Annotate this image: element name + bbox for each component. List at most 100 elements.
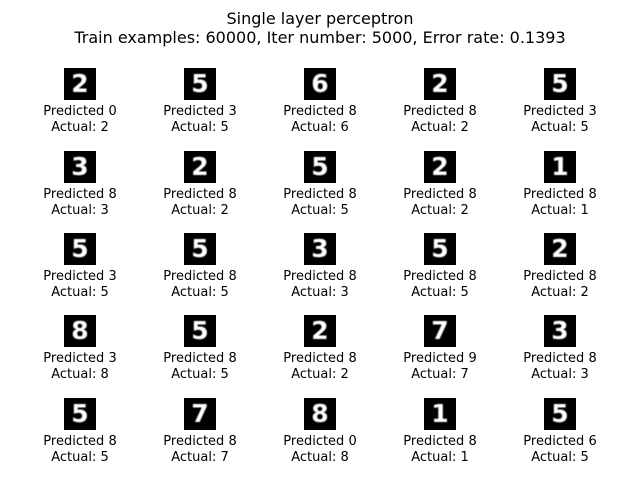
sample-cell: 1 Predicted 8 Actual: 1	[380, 398, 500, 478]
actual-label: Actual: 2	[51, 120, 109, 135]
sample-cell: 5 Predicted 3 Actual: 5	[20, 233, 140, 313]
sample-cell: 2 Predicted 8 Actual: 2	[500, 233, 620, 313]
predicted-label: Predicted 8	[43, 187, 117, 202]
actual-label: Actual: 3	[51, 203, 109, 218]
actual-label: Actual: 5	[531, 120, 589, 135]
actual-label: Actual: 5	[291, 203, 349, 218]
digit-glyph: 5	[191, 234, 209, 263]
digit-glyph: 5	[551, 69, 569, 98]
sample-cell: 1 Predicted 8 Actual: 1	[500, 151, 620, 231]
digit-image: 6	[304, 68, 336, 100]
digit-image: 5	[544, 68, 576, 100]
predicted-label: Predicted 3	[523, 104, 597, 119]
predicted-label: Predicted 3	[43, 351, 117, 366]
predicted-label: Predicted 8	[403, 269, 477, 284]
sample-cell: 2 Predicted 0 Actual: 2	[20, 68, 140, 148]
actual-label: Actual: 2	[411, 203, 469, 218]
actual-label: Actual: 5	[51, 450, 109, 465]
digit-glyph: 5	[191, 316, 209, 345]
digit-glyph: 3	[551, 316, 569, 345]
predicted-label: Predicted 8	[523, 269, 597, 284]
digit-glyph: 1	[551, 152, 569, 181]
actual-label: Actual: 2	[531, 285, 589, 300]
actual-label: Actual: 2	[411, 120, 469, 135]
actual-label: Actual: 8	[51, 367, 109, 382]
predicted-label: Predicted 8	[163, 351, 237, 366]
sample-cell: 5 Predicted 3 Actual: 5	[500, 68, 620, 148]
digit-image: 2	[304, 315, 336, 347]
predicted-label: Predicted 8	[163, 434, 237, 449]
sample-cell: 5 Predicted 8 Actual: 5	[260, 151, 380, 231]
digit-image: 5	[184, 315, 216, 347]
actual-label: Actual: 6	[291, 120, 349, 135]
sample-cell: 2 Predicted 8 Actual: 2	[380, 151, 500, 231]
predicted-label: Predicted 8	[283, 351, 357, 366]
predicted-label: Predicted 6	[523, 434, 597, 449]
digit-image: 3	[64, 151, 96, 183]
digit-glyph: 2	[431, 152, 449, 181]
digit-image: 2	[64, 68, 96, 100]
digit-image: 8	[64, 315, 96, 347]
digit-glyph: 7	[191, 399, 209, 428]
digit-image: 1	[544, 151, 576, 183]
actual-label: Actual: 1	[411, 450, 469, 465]
predicted-label: Predicted 3	[43, 269, 117, 284]
sample-cell: 2 Predicted 8 Actual: 2	[260, 315, 380, 395]
digit-glyph: 2	[71, 69, 89, 98]
predicted-label: Predicted 8	[403, 187, 477, 202]
sample-cell: 2 Predicted 8 Actual: 2	[140, 151, 260, 231]
predicted-label: Predicted 8	[523, 187, 597, 202]
actual-label: Actual: 5	[171, 120, 229, 135]
predicted-label: Predicted 8	[43, 434, 117, 449]
digit-image: 1	[424, 398, 456, 430]
digit-image: 5	[304, 151, 336, 183]
digit-glyph: 2	[551, 234, 569, 263]
predicted-label: Predicted 9	[403, 351, 477, 366]
predicted-label: Predicted 8	[163, 269, 237, 284]
sample-cell: 3 Predicted 8 Actual: 3	[20, 151, 140, 231]
predicted-label: Predicted 8	[163, 187, 237, 202]
actual-label: Actual: 5	[171, 367, 229, 382]
digit-image: 3	[304, 233, 336, 265]
digit-glyph: 8	[311, 399, 329, 428]
actual-label: Actual: 8	[291, 450, 349, 465]
predicted-label: Predicted 8	[403, 434, 477, 449]
sample-cell: 5 Predicted 3 Actual: 5	[140, 68, 260, 148]
sample-cell: 2 Predicted 8 Actual: 2	[380, 68, 500, 148]
sample-cell: 3 Predicted 8 Actual: 3	[260, 233, 380, 313]
sample-cell: 5 Predicted 8 Actual: 5	[380, 233, 500, 313]
sample-cell: 5 Predicted 8 Actual: 5	[140, 315, 260, 395]
digit-image: 7	[424, 315, 456, 347]
digit-image: 5	[184, 233, 216, 265]
predicted-label: Predicted 8	[283, 104, 357, 119]
digit-image: 5	[184, 68, 216, 100]
actual-label: Actual: 7	[411, 367, 469, 382]
actual-label: Actual: 7	[171, 450, 229, 465]
digit-image: 2	[544, 233, 576, 265]
digit-glyph: 5	[71, 399, 89, 428]
digit-image: 5	[64, 233, 96, 265]
digit-glyph: 1	[431, 399, 449, 428]
digit-glyph: 5	[431, 234, 449, 263]
digit-image: 3	[544, 315, 576, 347]
digit-glyph: 5	[71, 234, 89, 263]
digit-image: 5	[544, 398, 576, 430]
digit-glyph: 3	[311, 234, 329, 263]
actual-label: Actual: 5	[411, 285, 469, 300]
predicted-label: Predicted 0	[283, 434, 357, 449]
digit-image: 8	[304, 398, 336, 430]
digit-glyph: 2	[311, 316, 329, 345]
actual-label: Actual: 1	[531, 203, 589, 218]
predicted-label: Predicted 8	[283, 269, 357, 284]
predicted-label: Predicted 0	[43, 104, 117, 119]
digit-image: 7	[184, 398, 216, 430]
sample-cell: 7 Predicted 8 Actual: 7	[140, 398, 260, 478]
figure-subtitle: Train examples: 60000, Iter number: 5000…	[74, 28, 566, 47]
actual-label: Actual: 5	[171, 285, 229, 300]
predicted-label: Predicted 8	[523, 351, 597, 366]
sample-cell: 8 Predicted 0 Actual: 8	[260, 398, 380, 478]
sample-cell: 5 Predicted 6 Actual: 5	[500, 398, 620, 478]
actual-label: Actual: 5	[51, 285, 109, 300]
digit-glyph: 2	[431, 69, 449, 98]
sample-cell: 3 Predicted 8 Actual: 3	[500, 315, 620, 395]
